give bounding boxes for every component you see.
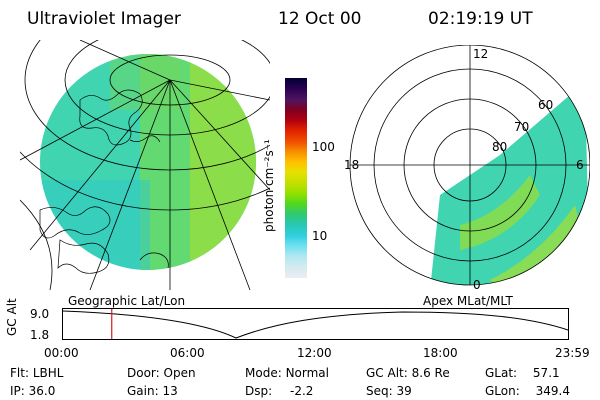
time-tick-1800: 18:00 <box>423 346 458 360</box>
date-label: 12 Oct 00 <box>278 9 362 29</box>
color-bar <box>285 78 307 278</box>
door-info: Door: Open <box>127 366 196 380</box>
time-tick-1200: 12:00 <box>297 346 332 360</box>
mode-label: Mode: <box>245 366 282 380</box>
door-value: Open <box>163 366 196 380</box>
time-tick-0000: 00:00 <box>44 346 79 360</box>
dsp-value: -2.2 <box>289 384 314 398</box>
mlt-6-label: 6 <box>576 158 584 172</box>
instrument-title: Ultraviolet Imager <box>27 9 181 29</box>
glat-value: 57.1 <box>532 366 560 380</box>
door-label: Door: <box>127 366 160 380</box>
apex-label: Apex MLat/MLT <box>423 294 513 308</box>
mlt-18-label: 18 <box>344 158 359 172</box>
geographic-map <box>20 40 270 290</box>
filter-value: LBHL <box>32 366 64 380</box>
geographic-label: Geographic Lat/Lon <box>68 294 186 308</box>
colorbar-unit: photon cm⁻²s⁻¹ <box>262 139 276 232</box>
apex-polar-plot: 12 0 18 6 60 70 80 <box>344 45 590 292</box>
filter-label: Flt: <box>10 366 29 380</box>
glat-label: GLat: <box>485 366 518 380</box>
dsp-label: Dsp: <box>245 384 273 398</box>
glon-value: 349.4 <box>535 384 570 398</box>
time-tick-0600: 06:00 <box>170 346 205 360</box>
glat-info: GLat: 57.1 <box>485 366 560 380</box>
mlat-80-label: 80 <box>492 140 507 154</box>
gcalt-value: 8.6 Re <box>411 366 450 380</box>
time-tick-2359: 23:59 <box>555 346 590 360</box>
gain-value: 13 <box>162 384 178 398</box>
filter-info: Flt: LBHL <box>10 366 63 380</box>
ip-info: IP: 36.0 <box>10 384 55 398</box>
altitude-ylabel: GC Alt <box>5 298 19 336</box>
colorbar-tick-100: 100 <box>312 140 335 154</box>
gcalt-label: GC Alt: <box>366 366 408 380</box>
ip-value: 36.0 <box>28 384 56 398</box>
mode-info: Mode: Normal <box>245 366 329 380</box>
dsp-info: Dsp: -2.2 <box>245 384 313 398</box>
glon-info: GLon: 349.4 <box>485 384 570 398</box>
gcalt-info: GC Alt: 8.6 Re <box>366 366 450 380</box>
seq-info: Seq: 39 <box>366 384 412 398</box>
gain-info: Gain: 13 <box>127 384 178 398</box>
glon-label: GLon: <box>485 384 520 398</box>
mlat-70-label: 70 <box>514 120 529 134</box>
ip-label: IP: <box>10 384 25 398</box>
mlt-12-label: 12 <box>473 47 488 61</box>
altitude-curve <box>62 310 569 339</box>
seq-value: 39 <box>396 384 412 398</box>
altitude-ytick-low: 1.8 <box>30 328 50 342</box>
mlat-60-label: 60 <box>538 98 553 112</box>
seq-label: Seq: <box>366 384 393 398</box>
mlt-0-label: 0 <box>473 278 481 292</box>
altitude-ytick-high: 9.0 <box>30 307 50 321</box>
time-label: 02:19:19 UT <box>428 9 533 29</box>
mode-value: Normal <box>285 366 329 380</box>
gain-label: Gain: <box>127 384 159 398</box>
altitude-plot <box>62 308 569 340</box>
colorbar-tick-10: 10 <box>312 229 328 243</box>
